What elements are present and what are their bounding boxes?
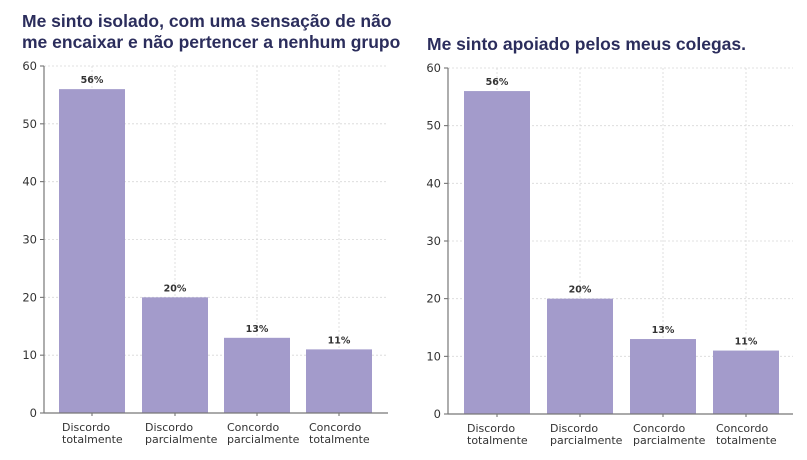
data-label: 13% [652,325,675,336]
data-label: 11% [328,335,351,346]
x-tick-label: Discordo totalmente [62,421,123,446]
y-tick-label: 0 [434,407,441,421]
data-label: 20% [164,283,187,294]
data-label: 20% [569,285,592,296]
bar-1 [464,91,530,415]
y-tick-label: 20 [22,290,37,304]
x-tick-label: Discordo parcialmente [145,421,218,446]
chart-1-title: Me sinto isolado, com uma sensação de nã… [22,11,401,52]
bar-1 [59,89,125,413]
y-tick-label: 10 [426,349,441,363]
x-tick-label-line: Discordo [550,422,598,435]
y-tick-label: 20 [426,292,441,306]
x-tick-label-line: parcialmente [145,433,218,446]
y-tick-label: 50 [426,119,441,133]
x-tick-label-line: parcialmente [550,434,623,447]
y-tick-label: 40 [22,175,37,189]
x-tick-label: Discordo parcialmente [550,422,623,447]
x-tick-label-line: Concordo [633,422,685,435]
y-tick-label: 40 [426,176,441,190]
x-tick-label: Discordo totalmente [467,422,528,447]
x-tick-label: Concordo parcialmente [633,422,706,447]
x-tick-label-line: parcialmente [633,434,706,447]
y-tick-label: 0 [30,406,37,420]
data-label: 13% [246,324,269,335]
y-tick-label: 60 [22,59,37,73]
bar-4 [306,349,372,413]
y-tick-label: 50 [22,117,37,131]
data-label: 11% [735,337,758,348]
data-label: 56% [81,75,104,86]
x-tick-label-line: Discordo [62,421,110,434]
x-tick-label-line: Concordo [716,422,768,435]
chart-2-title: Me sinto apoiado pelos meus colegas. [427,34,746,54]
y-tick-label: 30 [22,233,37,247]
bar-2 [142,297,208,413]
y-tick-label: 60 [426,61,441,75]
bar-3 [630,339,696,414]
x-tick-label-line: Concordo [309,421,361,434]
bar-3 [224,337,290,413]
x-tick-label: Concordo totalmente [309,421,370,446]
bar-4 [713,350,779,414]
x-tick-label: Concordo parcialmente [227,421,300,446]
y-tick-label: 10 [22,348,37,362]
x-tick-label-line: totalmente [716,434,777,447]
x-tick-label-line: Discordo [145,421,193,434]
x-tick-label: Concordo totalmente [716,422,777,447]
y-tick-label: 30 [426,234,441,248]
data-label: 56% [486,77,509,88]
x-tick-label-line: Concordo [227,421,279,434]
x-tick-label-line: totalmente [309,433,370,446]
x-tick-label-line: totalmente [467,434,528,447]
x-tick-label-line: totalmente [62,433,123,446]
x-tick-label-line: parcialmente [227,433,300,446]
bar-2 [547,298,613,414]
x-tick-label-line: Discordo [467,422,515,435]
